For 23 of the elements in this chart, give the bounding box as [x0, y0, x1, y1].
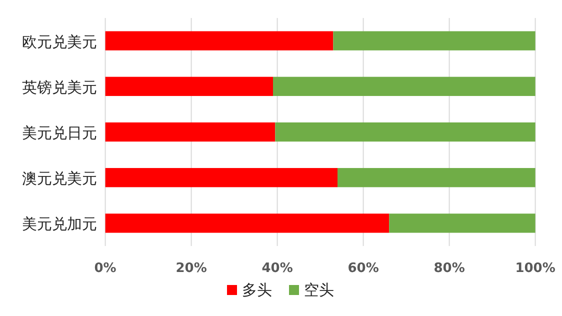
x-tick-label: 60%: [348, 261, 379, 276]
bar: [105, 168, 338, 188]
y-tick-label: 欧元兑美元: [22, 32, 97, 51]
x-tick-label: 80%: [434, 261, 465, 276]
x-tick-label: 0%: [94, 261, 116, 276]
x-tick-label: 20%: [176, 261, 207, 276]
bar: [105, 122, 276, 142]
bar: [333, 31, 536, 50]
bar: [338, 168, 536, 188]
x-tick-label: 100%: [515, 261, 556, 276]
y-tick-label: 美元兑日元: [22, 124, 97, 142]
bar: [105, 31, 334, 50]
y-tick-label: 美元兑加元: [22, 215, 97, 234]
y-tick-label: 澳元兑美元: [22, 170, 97, 188]
bar: [273, 76, 536, 96]
bar: [105, 76, 273, 96]
x-tick-label: 40%: [262, 261, 293, 276]
y-tick-label: 英镑兑美元: [22, 78, 97, 96]
bar: [389, 214, 536, 233]
legend-label: 空头: [304, 281, 334, 299]
bar: [275, 122, 536, 142]
bar: [105, 214, 390, 233]
legend-label: 多头: [242, 281, 272, 299]
